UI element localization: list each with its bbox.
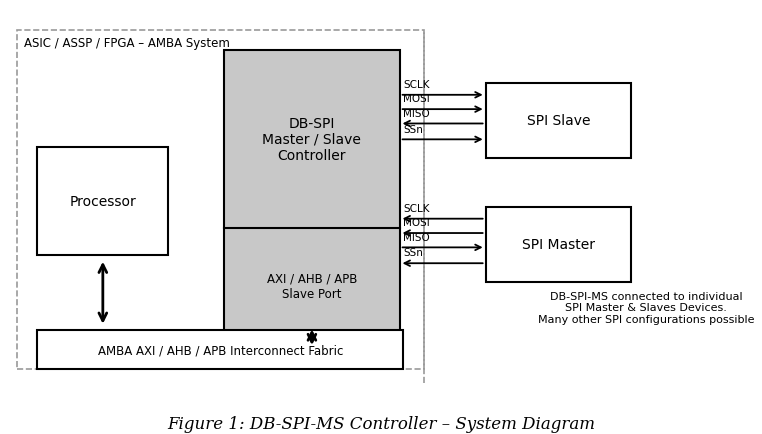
Text: MISO: MISO (403, 232, 431, 242)
Text: SCLK: SCLK (403, 80, 430, 90)
Text: SCLK: SCLK (403, 204, 430, 214)
Bar (37, 147, 168, 255)
Text: AMBA AXI / AHB / APB Interconnect Fabric: AMBA AXI / AHB / APB Interconnect Fabric (98, 344, 343, 356)
Text: Processor: Processor (69, 194, 136, 208)
Text: DB-SPI-MS connected to individual
SPI Master & Slaves Devices.
Many other SPI co: DB-SPI-MS connected to individual SPI Ma… (538, 291, 754, 324)
Text: DB-SPI
Master / Slave
Controller: DB-SPI Master / Slave Controller (262, 116, 361, 163)
Text: MOSI: MOSI (403, 218, 431, 228)
Text: MISO: MISO (403, 108, 431, 118)
Text: AXI / AHB / APB
Slave Port: AXI / AHB / APB Slave Port (267, 273, 357, 300)
Bar (224, 51, 399, 344)
Bar (485, 83, 631, 159)
Bar (37, 331, 403, 369)
Bar (17, 31, 424, 369)
Bar (485, 207, 631, 283)
Text: SPI Slave: SPI Slave (527, 114, 590, 128)
Text: MOSI: MOSI (403, 94, 431, 104)
Text: Figure 1: DB-SPI-MS Controller – System Diagram: Figure 1: DB-SPI-MS Controller – System … (167, 415, 595, 432)
Text: SSn: SSn (403, 248, 423, 258)
Text: SPI Master: SPI Master (522, 238, 595, 252)
Text: SSn: SSn (403, 124, 423, 134)
Text: ASIC / ASSP / FPGA – AMBA System: ASIC / ASSP / FPGA – AMBA System (24, 37, 230, 50)
